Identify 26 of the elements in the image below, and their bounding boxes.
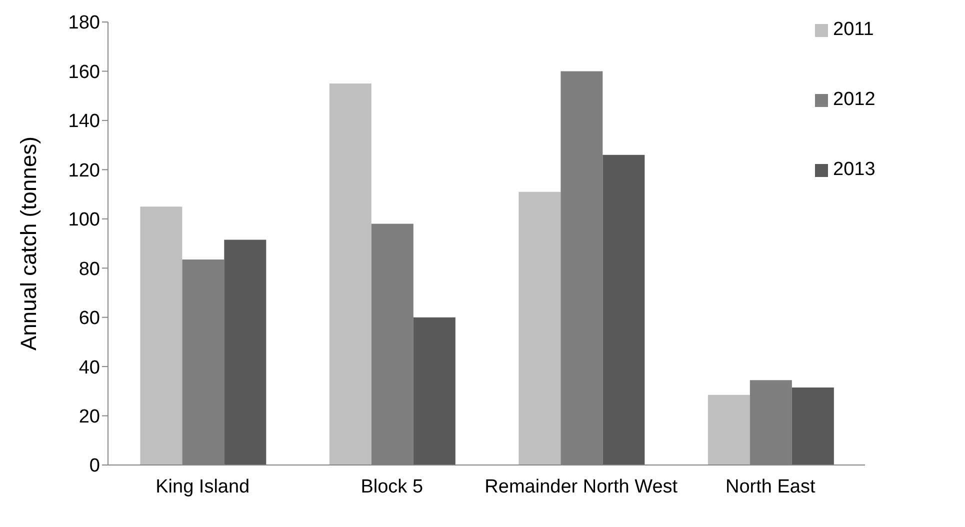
bar — [708, 394, 750, 465]
bar — [224, 240, 266, 465]
legend-label: 2012 — [833, 89, 876, 111]
legend-label: 2013 — [833, 159, 876, 181]
y-tick-label: 180 — [68, 12, 100, 34]
y-tick-label: 0 — [89, 456, 100, 477]
bar — [792, 387, 834, 465]
y-tick-label: 20 — [78, 406, 100, 428]
y-tick-label: 120 — [68, 160, 100, 182]
y-tick-label: 60 — [78, 308, 100, 330]
y-tick-label: 80 — [78, 258, 100, 280]
y-tick-label: 40 — [78, 357, 100, 378]
x-tick-label: King Island — [156, 476, 250, 498]
bar — [329, 84, 372, 465]
y-tick-label: 140 — [68, 111, 100, 132]
x-tick-label: Remainder North West — [484, 476, 678, 498]
bar — [518, 192, 561, 465]
x-tick-label: Block 5 — [360, 476, 424, 498]
bar — [602, 154, 645, 465]
y-axis-title: Annual catch (tonnes) — [16, 136, 41, 351]
bar — [140, 206, 182, 465]
legend-label: 2011 — [833, 19, 874, 41]
y-tick-label: 100 — [68, 210, 100, 231]
x-tick-label: North East — [725, 476, 816, 498]
bar — [413, 317, 456, 465]
y-tick-label: 160 — [68, 62, 100, 83]
